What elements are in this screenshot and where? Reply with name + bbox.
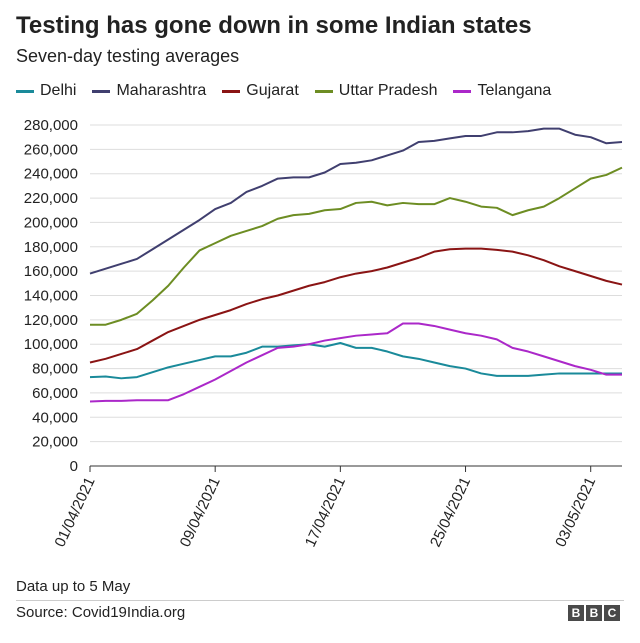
y-tick-label: 200,000 — [24, 214, 78, 231]
legend-swatch-uttar-pradesh — [314, 89, 333, 93]
legend-swatch-delhi — [16, 89, 34, 93]
series-line-uttar-pradesh — [90, 166, 623, 326]
legend-label-maharashtra: Maharashtra — [116, 82, 207, 99]
x-tick-label: 03/05/2021 — [552, 475, 599, 550]
y-tick-label: 160,000 — [24, 263, 78, 280]
y-tick-label: 180,000 — [24, 239, 78, 256]
y-tick-label: 40,000 — [32, 409, 78, 426]
x-tick-label: 17/04/2021 — [302, 475, 349, 550]
source-text: Source: Covid19India.org — [16, 604, 186, 621]
y-tick-label: 260,000 — [24, 141, 78, 158]
chart-subtitle: Seven-day testing averages — [16, 46, 240, 66]
legend-label-delhi: Delhi — [40, 82, 77, 99]
legend-item-maharashtra: Maharashtra — [92, 82, 206, 100]
legend-item-gujarat: Gujarat — [222, 82, 299, 100]
line-chart: 0 20,000 40,000 60,000 80,000 100,000 120,000 1… — [24, 117, 623, 550]
x-tick-label: 25/04/2021 — [427, 475, 474, 550]
y-tick-label: 100,000 — [24, 336, 78, 353]
legend-item-delhi: Delhi — [16, 82, 76, 100]
series-line-telangana — [89, 322, 622, 403]
y-tick-label: 120,000 — [24, 312, 78, 329]
bbc-logo-block: B — [568, 605, 584, 621]
legend-item-telangana: Telangana — [453, 82, 551, 100]
data-note: Data up to 5 May — [16, 578, 131, 595]
footer-divider — [16, 600, 624, 601]
bbc-logo-block: B — [586, 605, 602, 621]
legend-label-uttar-pradesh: Uttar Pradesh — [338, 82, 438, 99]
legend-swatch-maharashtra — [92, 89, 111, 93]
y-tick-label: 0 — [70, 458, 78, 475]
legend-item-uttar-pradesh: Uttar Pradesh — [314, 82, 438, 100]
y-tick-label: 280,000 — [24, 117, 78, 134]
chart-legend: Delhi Maharashtra Gujarat Uttar Pradesh … — [16, 82, 567, 100]
legend-label-telangana: Telangana — [477, 82, 552, 99]
bbc-logo: B B C — [566, 605, 620, 621]
legend-swatch-telangana — [453, 89, 472, 93]
chart-title: Testing has gone down in some Indian sta… — [16, 12, 532, 39]
y-tick-label: 220,000 — [24, 190, 78, 207]
bbc-logo-block: C — [604, 605, 620, 621]
x-tick-label: 01/04/2021 — [51, 475, 98, 550]
y-tick-label: 60,000 — [32, 385, 78, 402]
y-tick-label: 140,000 — [24, 288, 78, 305]
series-line-gujarat — [89, 247, 623, 364]
y-tick-label: 20,000 — [32, 434, 78, 451]
y-tick-label: 80,000 — [32, 361, 78, 378]
legend-label-gujarat: Gujarat — [246, 82, 299, 99]
y-tick-label: 240,000 — [24, 166, 78, 183]
x-tick-label: 09/04/2021 — [177, 475, 224, 550]
series-line-delhi — [89, 342, 622, 380]
legend-swatch-gujarat — [222, 89, 241, 93]
series-line-maharashtra — [89, 127, 623, 275]
